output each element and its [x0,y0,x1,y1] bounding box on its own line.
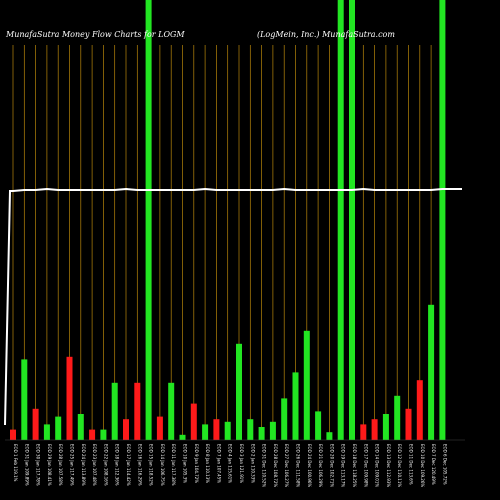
bar [236,343,242,440]
bar [394,395,401,440]
x-tick-label: EOD 16 Jan 116.29% [137,444,142,486]
x-tick-label: EOD 25 Jan 117.49% [70,444,75,486]
x-tick-label: EOD 7 Jan 107.45% [216,444,221,483]
x-tick-label: EOD 12 Dec 110.11% [397,444,402,487]
x-tick-label: EOD 31 Jan 109.89% [24,444,29,486]
x-tick-label: EOD 6 Dec 105.72% [442,444,447,485]
x-tick-label: EOD 24 Dec 100.96% [307,444,312,487]
bar [360,424,367,440]
x-tick-label: EOD 30 Jan 117.78% [36,444,41,486]
x-tick-label: EOD 4 Jan 115.61% [228,444,233,483]
bar [405,408,412,440]
x-tick-label: EOD 9 Jan 104.72% [194,444,199,483]
bar [428,304,435,440]
bar [89,429,96,440]
bar [349,0,355,440]
x-tick-label: EOD 14 Jan 106.75% [160,444,165,486]
bar [292,372,299,440]
x-tick-label: EOD 21 Dec 106.29% [318,444,323,487]
bars [10,0,446,440]
x-tick-label: EOD 27 Dec 106.27% [284,444,289,487]
x-tick-label: EOD 19 Dec 113.17% [341,444,346,487]
bar [100,429,107,440]
bar [134,382,141,440]
x-tick-label: EOD 22 Jan 108.16% [103,444,108,486]
gridlines [12,45,443,440]
x-tick-label: EOD 31 Dec 110.52% [262,444,267,487]
bar [77,414,84,440]
x-tick-label: EOD 17 Jan 114.42% [126,444,131,486]
x-tick-label: EOD 10 Dec 109.26% [420,444,425,487]
x-tick-label: EOD 11 Dec 113.6% [409,444,414,485]
x-tick-label: EOD 10 Jan 105.3% [183,444,188,483]
x-tick-label: EOD 15 Jan 118.52% [149,444,154,486]
x-tick-label: EOD 23 Jan 107.48% [92,444,97,486]
x-tick-label: EOD 24 Jan 113.89% [81,444,86,486]
bar [337,0,344,440]
bar [224,421,231,440]
x-tick-label: EOD 28 Dec 108.72% [273,444,278,487]
bar [281,398,288,440]
bar [168,382,175,440]
x-tick-label: EOD 3 Jan 121.91% [239,444,244,483]
bar [269,421,276,440]
bar [179,434,186,440]
bar [382,414,389,440]
flow-line [4,187,462,426]
x-tick-label: EOD 1 Feb 119.1% [13,444,18,482]
flow-line-layer [4,187,462,426]
x-tick-label: EOD 8 Jan 110.13% [205,444,210,483]
bar [303,330,310,440]
x-tick-labels: EOD 1 Feb 119.1% EOD 31 Jan 109.89% EOD 30… [13,444,447,487]
x-tick-label: EOD 17 Dec 109.98% [363,444,368,487]
bar [111,382,118,440]
chart-title: MunafaSutra Money Flow Charts for LOGM [5,30,185,39]
x-tick-label: EOD 29 Jan 108.41% [47,444,52,486]
x-tick-label: EOD 28 Jan 107.58% [58,444,63,486]
bar [156,416,163,440]
bar [43,424,50,440]
bar [315,411,322,440]
bar [258,427,265,440]
x-tick-label: EOD 11 Jan 117.38% [171,444,176,486]
bar [21,359,28,440]
x-tick-label: EOD 7 Dec 120.49% [431,444,436,485]
x-tick-label: EOD 2 Jan 110.33% [250,444,255,483]
bar [55,416,62,440]
bar [66,356,73,440]
x-tick-label: EOD 26 Dec 111.58% [296,444,301,487]
x-tick-label: EOD 20 Dec 102.71% [329,444,334,487]
bar [416,380,423,440]
x-tick-label: EOD 18 Jan 112.36% [115,444,120,486]
bar [202,424,209,440]
bar [326,432,333,440]
bar [10,429,16,440]
bar [371,419,378,440]
bar [145,0,152,440]
bar [32,408,39,440]
bar [213,419,220,440]
bar [247,419,254,440]
bar [123,419,129,440]
x-tick-label: EOD 14 Dec 109.01% [375,444,380,487]
x-tick-label: EOD 18 Dec 118.25% [352,444,357,487]
bar [439,0,446,440]
x-tick-label: EOD 13 Dec 112.93% [386,444,391,487]
chart-subtitle: (LogMein, Inc.) MunafaSutra.com [257,30,395,39]
bar [190,403,197,440]
